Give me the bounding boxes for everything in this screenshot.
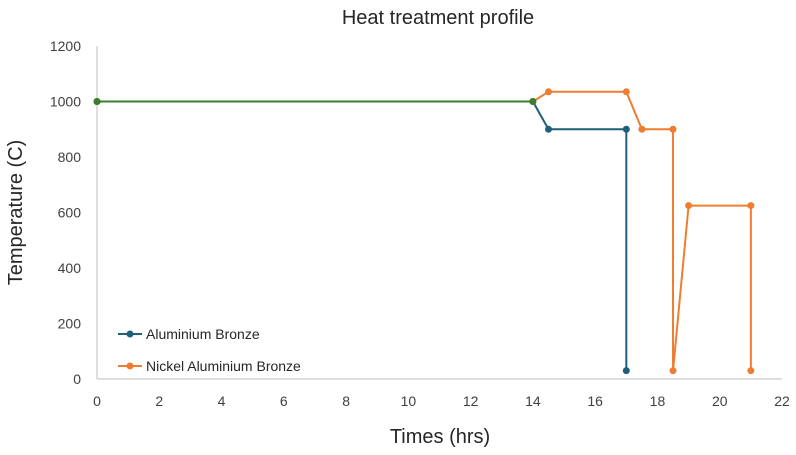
data-point <box>747 202 755 210</box>
y-tick-label: 400 <box>58 260 82 276</box>
x-tick-label: 6 <box>280 393 288 409</box>
y-axis-title: Temperature (C) <box>5 140 27 286</box>
x-tick-label: 4 <box>218 393 226 409</box>
chart-title: Heat treatment profile <box>342 7 534 29</box>
legend-item: Aluminium Bronze <box>118 326 260 342</box>
data-point <box>638 125 646 133</box>
y-tick-label: 800 <box>58 149 82 165</box>
x-tick-label: 16 <box>587 393 603 409</box>
y-tick-label: 1200 <box>50 38 81 54</box>
y-tick-label: 0 <box>73 371 81 387</box>
x-tick-label: 14 <box>525 393 541 409</box>
data-point <box>529 98 537 105</box>
data-point <box>93 98 101 105</box>
y-tick-label: 600 <box>58 205 82 221</box>
overlap-segment <box>93 98 537 105</box>
x-tick-label: 0 <box>93 393 101 409</box>
series-line <box>97 90 752 372</box>
data-point <box>622 125 630 133</box>
data-point <box>669 367 677 375</box>
legend-marker <box>126 330 134 338</box>
legend-marker <box>126 362 134 370</box>
data-point <box>669 125 677 133</box>
legend-label: Nickel Aluminium Bronze <box>146 358 301 374</box>
data-point <box>747 367 755 375</box>
x-tick-label: 22 <box>774 393 790 409</box>
x-tick-label: 10 <box>401 393 417 409</box>
y-tick-label: 1000 <box>50 94 81 110</box>
y-tick-labels: 0 200 400 600 800 1000 1200 <box>50 38 81 387</box>
x-tick-label: 12 <box>463 393 479 409</box>
x-tick-label: 2 <box>155 393 163 409</box>
legend: Aluminium Bronze Nickel Aluminium Bronze <box>118 326 301 374</box>
x-tick-label: 18 <box>650 393 666 409</box>
legend-label: Aluminium Bronze <box>146 326 260 342</box>
data-point <box>622 88 630 96</box>
y-tick-label: 200 <box>58 316 82 332</box>
data-point <box>544 125 552 133</box>
x-tick-label: 20 <box>712 393 728 409</box>
x-tick-label: 8 <box>342 393 350 409</box>
legend-item: Nickel Aluminium Bronze <box>118 358 301 374</box>
x-tick-labels: 0 2 4 6 8 10 12 14 16 18 20 22 <box>93 393 790 409</box>
data-point <box>544 88 552 96</box>
x-axis-title: Times (hrs) <box>390 426 490 448</box>
plot-area <box>93 88 755 375</box>
data-point <box>622 367 630 375</box>
data-point <box>685 202 693 210</box>
